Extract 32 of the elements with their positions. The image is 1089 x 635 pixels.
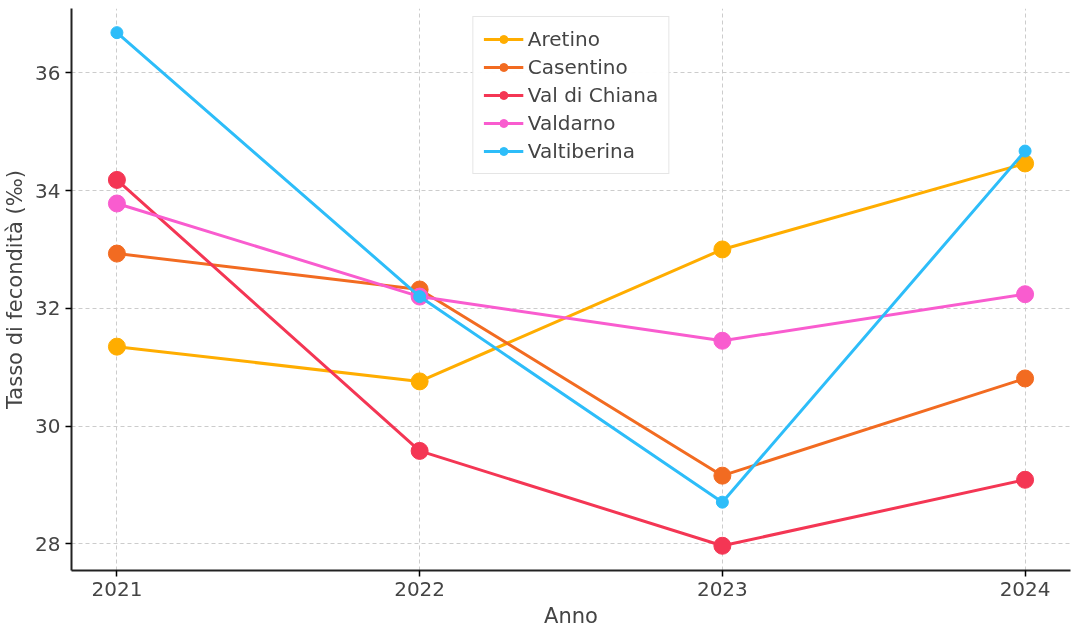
y-tick-label: 36: [35, 60, 61, 85]
point: [107, 170, 126, 189]
point: [110, 26, 124, 40]
legend-label: Val di Chiana: [527, 83, 659, 107]
point: [410, 441, 429, 460]
point: [107, 244, 126, 263]
x-tick-label: 2021: [91, 576, 143, 601]
y-axis-title: Tasso di fecondità (‰): [3, 169, 28, 410]
point: [1018, 144, 1032, 158]
legend-label: Casentino: [527, 55, 628, 79]
point: [1016, 470, 1035, 489]
legend-label: Aretino: [527, 27, 600, 51]
point: [713, 331, 732, 350]
point: [1016, 285, 1035, 304]
y-tick-label: 34: [35, 178, 61, 203]
y-tick-label: 32: [35, 296, 61, 321]
point: [713, 466, 732, 485]
y-tick-label: 30: [35, 414, 61, 439]
x-tick-label: 2024: [999, 576, 1051, 601]
point: [715, 495, 729, 509]
legend-label: Valtiberina: [527, 139, 635, 163]
y-tick-label: 28: [35, 531, 61, 556]
x-tick-label: 2023: [696, 576, 748, 601]
point: [713, 536, 732, 555]
legend-label: Valdarno: [527, 111, 616, 135]
point: [410, 372, 429, 391]
point: [1016, 369, 1035, 388]
x-tick-label: 2022: [394, 576, 446, 601]
point: [713, 240, 732, 259]
point: [107, 337, 126, 356]
point: [107, 194, 126, 213]
x-axis-title: Anno: [544, 603, 598, 628]
